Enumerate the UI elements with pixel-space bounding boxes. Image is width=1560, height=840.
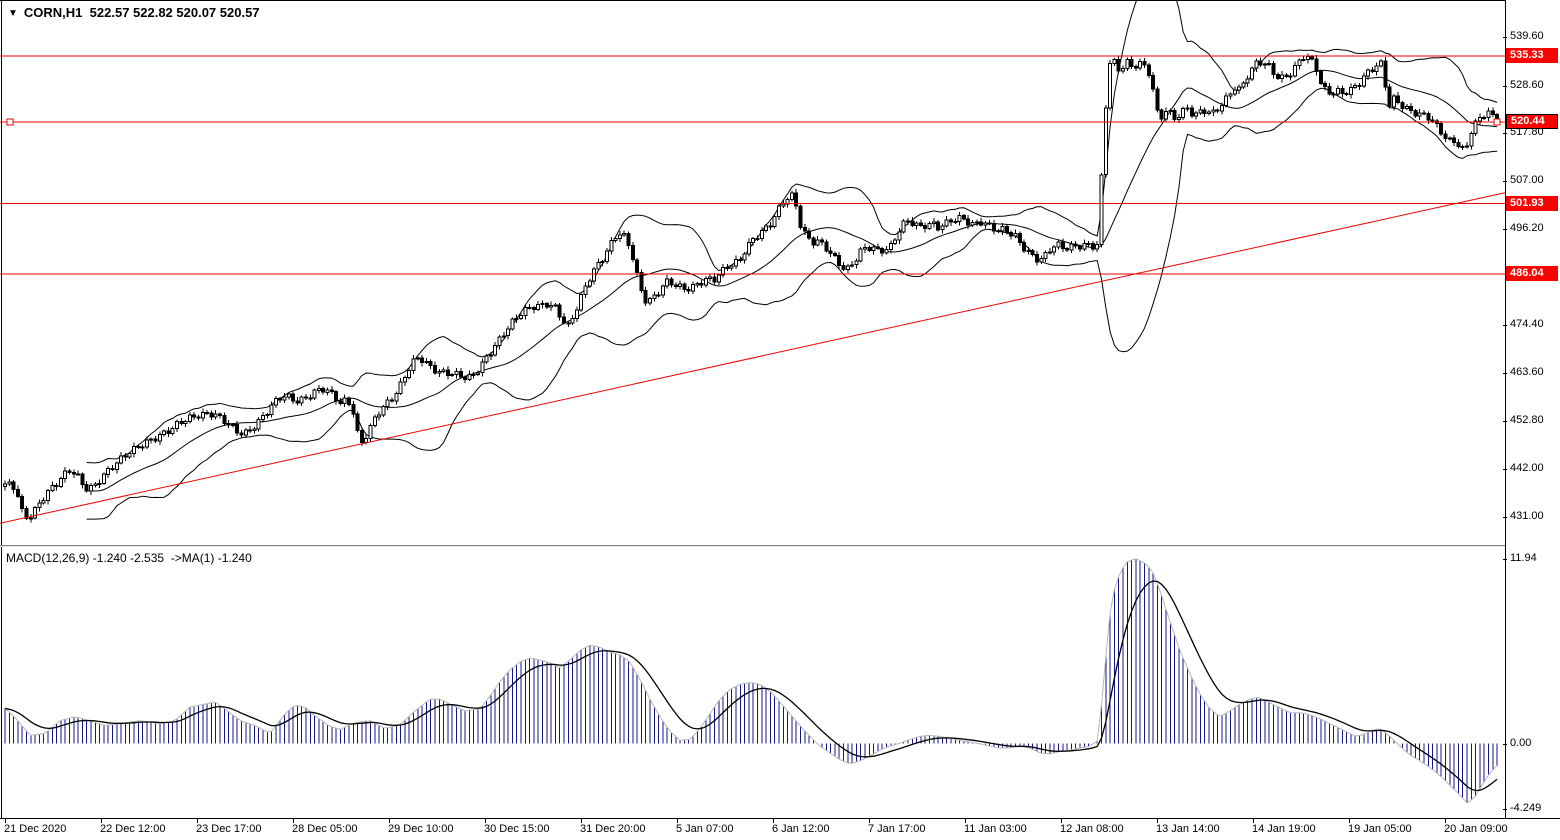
- time-tick-mark: [5, 819, 6, 823]
- time-tick-label: 23 Dec 17:00: [196, 823, 262, 835]
- price-line-badge: 535.33: [1506, 48, 1558, 63]
- chart-title: CORN,H1: [23, 5, 83, 20]
- price-tick-mark: [1503, 421, 1507, 422]
- price-tick-label: 452.80: [1510, 414, 1544, 426]
- line-drag-handle: [1493, 118, 1501, 126]
- time-tick-mark: [389, 819, 390, 823]
- macd-indicator-label: MACD(12,26,9) -1.240 -2.535 ->MA(1) -1.2…: [6, 551, 252, 565]
- chart-header: ▼ CORN,H1 522.57 522.82 520.07 520.57: [8, 5, 260, 20]
- macd-main-line: [4, 558, 1498, 804]
- macd-histogram: [4, 558, 1498, 803]
- time-tick-label: 19 Jan 05:00: [1348, 823, 1412, 835]
- macd-tick-label: 11.94: [1510, 552, 1537, 564]
- time-tick-label: 21 Dec 2020: [4, 823, 67, 835]
- time-tick-label: 11 Jan 03:00: [964, 823, 1027, 835]
- time-tick-mark: [1349, 819, 1350, 823]
- time-tick-mark: [773, 819, 774, 823]
- price-tick-mark: [1503, 517, 1507, 518]
- line-drag-handle: [6, 118, 14, 126]
- time-tick-mark: [485, 819, 486, 823]
- time-tick-mark: [101, 819, 102, 823]
- time-tick-mark: [1157, 819, 1158, 823]
- symbol-dropdown-icon: ▼: [8, 8, 18, 19]
- time-tick-label: 22 Dec 12:00: [100, 823, 166, 835]
- time-tick-mark: [197, 819, 198, 823]
- time-tick-label: 14 Jan 19:00: [1252, 823, 1316, 835]
- time-tick-label: 30 Dec 15:00: [484, 823, 550, 835]
- price-tick-mark: [1503, 469, 1507, 470]
- price-tick-mark: [1503, 37, 1507, 38]
- time-tick-label: 13 Jan 14:00: [1156, 823, 1220, 835]
- bollinger-bands: [86, 0, 1498, 520]
- trendline[interactable]: [0, 192, 1506, 524]
- time-tick-mark: [1445, 819, 1446, 823]
- price-tick-mark: [1503, 373, 1507, 374]
- horizontal-price-lines[interactable]: [0, 55, 1505, 275]
- time-tick-label: 5 Jan 07:00: [676, 823, 734, 835]
- time-tick-label: 6 Jan 12:00: [772, 823, 830, 835]
- price-tick-label: 496.20: [1510, 222, 1544, 234]
- macd-tick-mark: [1503, 809, 1507, 810]
- time-tick-label: 28 Dec 05:00: [292, 823, 358, 835]
- price-line-badge: 486.04: [1506, 266, 1558, 281]
- macd-signal-line: [4, 580, 1498, 792]
- time-tick-label: 29 Dec 10:00: [388, 823, 454, 835]
- price-tick-label: 528.60: [1510, 79, 1544, 91]
- price-tick-label: 474.40: [1510, 318, 1544, 330]
- pane-frame: [0, 0, 1560, 819]
- time-tick-label: 7 Jan 17:00: [868, 823, 926, 835]
- price-tick-mark: [1503, 325, 1507, 326]
- price-tick-label: 539.60: [1510, 30, 1544, 42]
- time-tick-label: 12 Jan 08:00: [1060, 823, 1124, 835]
- time-tick-mark: [581, 819, 582, 823]
- macd-tick-label: -4.249: [1510, 802, 1542, 814]
- candlesticks: [3, 53, 1500, 523]
- macd-tick-label: 0.00: [1510, 737, 1532, 749]
- price-tick-label: 463.60: [1510, 366, 1544, 378]
- ohlc-values: 522.57 522.82 520.07 520.57: [89, 5, 260, 20]
- price-tick-mark: [1503, 133, 1507, 134]
- price-tick-label: 431.00: [1510, 510, 1544, 522]
- time-tick-mark: [869, 819, 870, 823]
- macd-tick-mark: [1503, 744, 1507, 745]
- price-line-badge: 501.93: [1506, 196, 1558, 211]
- time-tick-mark: [1061, 819, 1062, 823]
- price-tick-label: 442.00: [1510, 462, 1544, 474]
- time-tick-mark: [965, 819, 966, 823]
- price-tick-label: 507.00: [1510, 174, 1544, 186]
- macd-tick-mark: [1503, 559, 1507, 560]
- time-tick-mark: [293, 819, 294, 823]
- price-tick-mark: [1503, 181, 1507, 182]
- price-tick-mark: [1503, 86, 1507, 87]
- price-tick-label: 517.80: [1510, 126, 1544, 138]
- price-line-badge: 520.44: [1506, 114, 1558, 129]
- price-tick-mark: [1503, 229, 1507, 230]
- time-tick-mark: [1253, 819, 1254, 823]
- time-tick-label: 31 Dec 20:00: [580, 823, 646, 835]
- time-tick-label: 20 Jan 09:00: [1444, 823, 1508, 835]
- time-tick-mark: [677, 819, 678, 823]
